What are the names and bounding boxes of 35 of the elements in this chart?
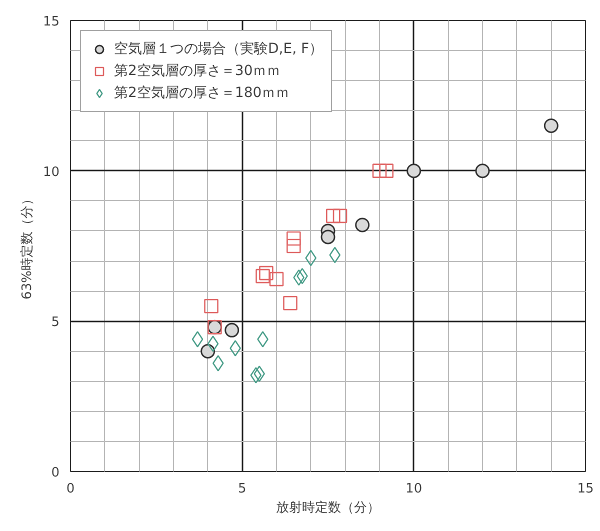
point [286,231,301,246]
legend-label: 第2空気層の厚さ＝30ｍｍ [114,62,281,80]
y-tick-label: 15 [42,14,60,30]
y-tick-label: 10 [42,164,60,180]
x-tick-label: 0 [66,482,75,496]
y-tick-label: 5 [51,315,60,330]
point [212,355,224,372]
point [372,164,387,178]
point [259,266,274,280]
point [544,118,558,133]
point [224,322,240,338]
point [192,331,204,348]
point [250,367,262,384]
legend-label: 第2空気層の厚さ＝180ｍｍ [114,84,290,102]
point [283,296,298,310]
point [406,164,422,178]
point [269,272,284,286]
y-axis-title: 63%時定数（分） [20,192,35,300]
point [256,268,270,284]
point [204,298,218,314]
x-tick-label: 5 [238,482,246,496]
point [475,164,490,178]
y-tick-label: 0 [51,466,60,480]
point [355,218,370,232]
x-axis-title: 放射時定数（分） [276,500,380,516]
point [332,208,348,224]
x-tick-label: 15 [577,482,594,496]
point [286,238,301,254]
legend-label: 空気層１つの場合（実験D,E, F） [114,40,324,58]
point [320,230,336,244]
point [207,336,219,352]
point [379,164,394,178]
point [329,246,341,264]
point [326,208,340,224]
x-tick-label: 10 [406,482,422,496]
